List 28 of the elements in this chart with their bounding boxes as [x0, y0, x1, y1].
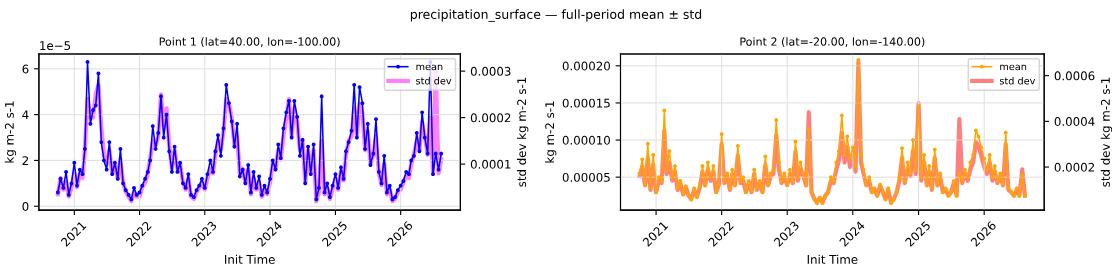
y2-axis-title: std dev kg m-2 s-1 [1100, 77, 1112, 187]
text: precipitation_surface — full-period mean ± std [410, 9, 702, 22]
legend-label: mean [1000, 64, 1027, 71]
y-axis-title: kg m-2 s-1 [4, 101, 17, 163]
y2-tick-label: 0.0002 [1054, 162, 1095, 172]
y2-tick-label: 0.0001 [470, 159, 511, 169]
y2-axis-title: std dev kg m-2 s-1 [516, 77, 529, 187]
y-axis-title: kg m-2 s-1 [544, 101, 557, 163]
x-axis-title: Init Time [225, 254, 275, 264]
y-tick-label: 0 [22, 201, 29, 211]
y2-tick-label: 0.0003 [470, 66, 511, 76]
y2-tick-label: 0.0004 [1054, 117, 1095, 126]
chart-title: Point 1 (lat=40.00, lon=-100.00) [159, 37, 340, 48]
y-tick-label: 4 [22, 110, 29, 120]
y-tick-label: 0.00015 [562, 98, 610, 108]
legend-label: std dev [999, 76, 1036, 85]
text: 1e−5 [40, 41, 71, 51]
y2-tick-label: 0.0002 [470, 113, 511, 123]
y-tick-label: 0.00005 [562, 172, 610, 182]
y-tick-label: 0.00010 [562, 135, 610, 145]
chart-title: Point 2 (lat=-20.00, lon=-140.00) [740, 37, 925, 48]
x-axis-title: Init Time [807, 254, 858, 264]
y-tick-label: 6 [22, 64, 29, 74]
y-tick-label: 0.00020 [562, 61, 610, 71]
y-tick-label: 2 [22, 156, 29, 165]
y2-tick-label: 0.0006 [1054, 71, 1095, 81]
legend-label: mean [416, 64, 443, 71]
legend-label: std dev [416, 76, 452, 85]
